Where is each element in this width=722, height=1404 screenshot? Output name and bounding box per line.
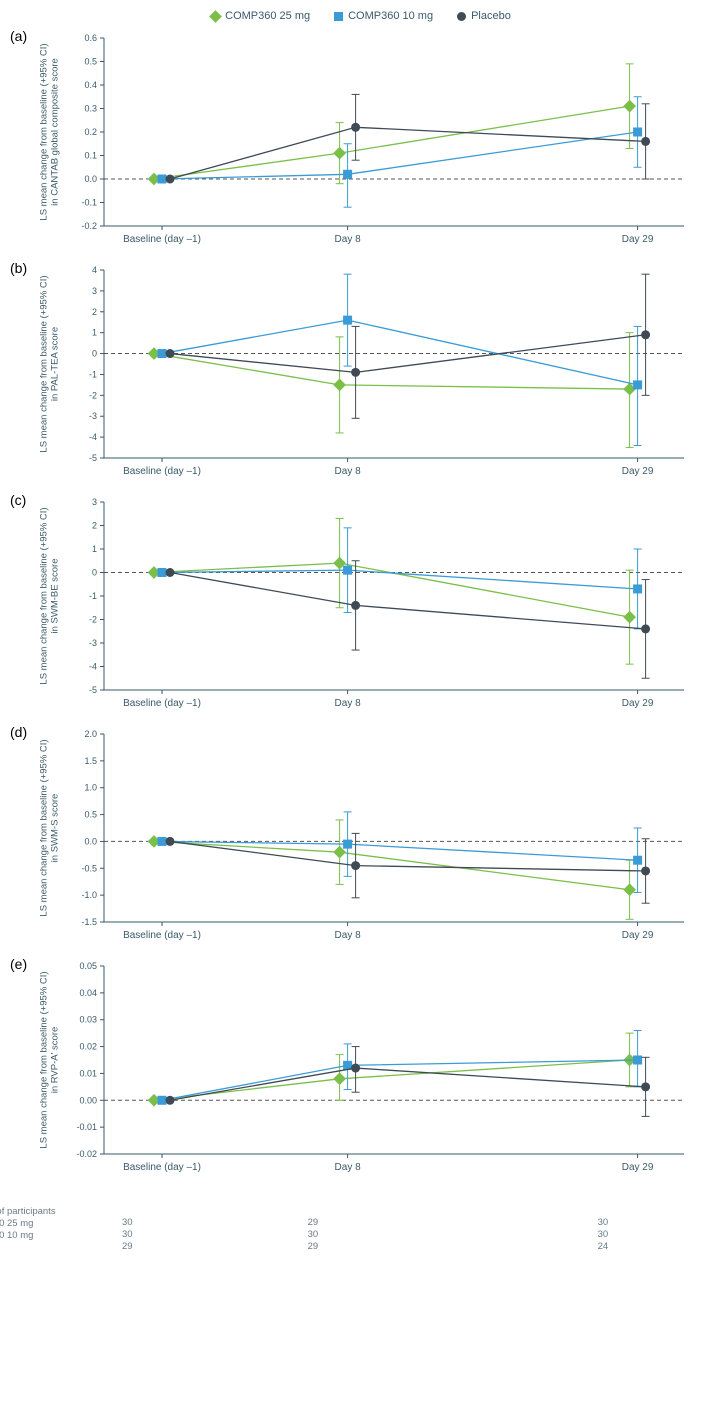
panel-e: (e) -0.02 -0.01 0.00 0.01 0.02 0.03 0.04 0.05 Bas… (10, 954, 712, 1202)
svg-text:-0.01: -0.01 (76, 1122, 97, 1132)
svg-text:Baseline (day –1): Baseline (day –1) (123, 930, 201, 941)
svg-text:-5: -5 (89, 685, 97, 695)
svg-text:2.0: 2.0 (84, 729, 97, 739)
svg-text:0.5: 0.5 (84, 57, 97, 67)
chart-b: -5 -4 -3 -2 -1 0 1 2 3 4 Baseline (day –1) Day 8 Day… (34, 258, 704, 488)
svg-text:0.03: 0.03 (79, 1015, 97, 1025)
legend-item-comp25: COMP360 25 mg (211, 10, 310, 22)
chart-a: -0.2 -0.1 0.0 0.1 0.2 0.3 0.4 0.5 0.6 Baseline (d… (34, 26, 704, 256)
svg-text:Baseline (day –1): Baseline (day –1) (123, 466, 201, 477)
svg-text:1.0: 1.0 (84, 783, 97, 793)
svg-text:LS mean change from baseline (: LS mean change from baseline (+95% CI) (39, 43, 50, 220)
svg-text:Baseline (day –1): Baseline (day –1) (123, 1162, 201, 1173)
legend-label: COMP360 25 mg (225, 10, 310, 22)
panel-a: (a) -0.2 -0.1 0.0 0.1 0.2 0.3 0.4 0.5 0.6 Baseline… (10, 26, 712, 256)
svg-text:Day 8: Day 8 (335, 698, 362, 709)
svg-text:0: 0 (92, 349, 97, 359)
chart-d: -1.5 -1.0 -0.5 0.0 0.5 1.0 1.5 2.0 Baseline (day… (34, 722, 704, 952)
svg-text:in SWM-S score: in SWM-S score (50, 794, 61, 863)
svg-text:LS mean change from baseline (: LS mean change from baseline (+95% CI) (39, 739, 50, 916)
svg-text:-1: -1 (89, 591, 97, 601)
svg-text:2: 2 (92, 521, 97, 531)
svg-text:in SWM-BE score: in SWM-BE score (50, 559, 61, 634)
svg-text:in CANTAB global composite sco: in CANTAB global composite score (50, 58, 61, 206)
svg-text:-2: -2 (89, 615, 97, 625)
svg-text:LS mean change from baseline (: LS mean change from baseline (+95% CI) (39, 275, 50, 452)
svg-text:0.4: 0.4 (84, 80, 97, 90)
svg-text:0.2: 0.2 (84, 127, 97, 137)
svg-text:0.0: 0.0 (84, 174, 97, 184)
svg-text:-3: -3 (89, 638, 97, 648)
svg-text:1: 1 (92, 328, 97, 338)
svg-text:4: 4 (92, 265, 97, 275)
legend-label: COMP360 10 mg (348, 10, 433, 22)
comp25-marker-icon (209, 10, 222, 23)
svg-text:-0.1: -0.1 (81, 198, 97, 208)
panel-label: (e) (10, 954, 34, 972)
legend-item-placebo: Placebo (457, 10, 511, 22)
svg-text:2: 2 (92, 307, 97, 317)
svg-text:0.04: 0.04 (79, 988, 97, 998)
svg-text:-4: -4 (89, 662, 97, 672)
svg-text:-0.2: -0.2 (81, 221, 97, 231)
participants-table: Number of participantsCOMP360 25 mg30293… (34, 1206, 712, 1253)
svg-text:-1.0: -1.0 (81, 890, 97, 900)
svg-text:0.02: 0.02 (79, 1042, 97, 1052)
svg-text:Baseline (day –1): Baseline (day –1) (123, 234, 201, 245)
panel-b: (b) -5 -4 -3 -2 -1 0 1 2 3 4 Baseline (day –1) Day 8… (10, 258, 712, 488)
comp10-marker-icon (334, 12, 343, 21)
svg-text:Day 29: Day 29 (622, 234, 654, 245)
svg-text:Day 29: Day 29 (622, 930, 654, 941)
svg-text:-2: -2 (89, 390, 97, 400)
svg-text:0.05: 0.05 (79, 961, 97, 971)
svg-text:in PAL-TEA score: in PAL-TEA score (50, 327, 61, 401)
svg-text:Day 8: Day 8 (335, 930, 362, 941)
svg-text:-1: -1 (89, 369, 97, 379)
svg-text:0: 0 (92, 568, 97, 578)
chart-c: -5 -4 -3 -2 -1 0 1 2 3 Baseline (day –1) Day 8 Day … (34, 490, 704, 720)
svg-text:in RVP-A' score: in RVP-A' score (50, 1027, 61, 1094)
panel-label: (b) (10, 258, 34, 276)
panel-c: (c) -5 -4 -3 -2 -1 0 1 2 3 Baseline (day –1) Day 8 D… (10, 490, 712, 720)
svg-text:0.3: 0.3 (84, 104, 97, 114)
svg-text:0.1: 0.1 (84, 151, 97, 161)
legend: COMP360 25 mg COMP360 10 mg Placebo (10, 10, 712, 22)
svg-text:-4: -4 (89, 432, 97, 442)
panel-d: (d) -1.5 -1.0 -0.5 0.0 0.5 1.0 1.5 2.0 Baseline (… (10, 722, 712, 952)
panel-label: (c) (10, 490, 34, 508)
svg-text:Day 8: Day 8 (335, 1162, 362, 1173)
svg-text:0.01: 0.01 (79, 1068, 97, 1078)
svg-text:Day 29: Day 29 (622, 698, 654, 709)
svg-text:0.5: 0.5 (84, 810, 97, 820)
svg-text:1.5: 1.5 (84, 756, 97, 766)
svg-text:Baseline (day –1): Baseline (day –1) (123, 698, 201, 709)
panel-label: (a) (10, 26, 34, 44)
svg-text:Day 29: Day 29 (622, 466, 654, 477)
svg-text:-5: -5 (89, 453, 97, 463)
svg-text:Day 29: Day 29 (622, 1162, 654, 1173)
legend-item-comp10: COMP360 10 mg (334, 10, 433, 22)
svg-text:-0.5: -0.5 (81, 863, 97, 873)
svg-text:0.0: 0.0 (84, 836, 97, 846)
placebo-marker-icon (457, 12, 466, 21)
svg-text:1: 1 (92, 544, 97, 554)
svg-text:Day 8: Day 8 (335, 234, 362, 245)
legend-label: Placebo (471, 10, 511, 22)
svg-text:-1.5: -1.5 (81, 917, 97, 927)
svg-text:LS mean change from baseline (: LS mean change from baseline (+95% CI) (39, 971, 50, 1148)
panel-label: (d) (10, 722, 34, 740)
svg-text:-0.02: -0.02 (76, 1149, 97, 1159)
svg-text:0.6: 0.6 (84, 33, 97, 43)
svg-text:Day 8: Day 8 (335, 466, 362, 477)
chart-e: -0.02 -0.01 0.00 0.01 0.02 0.03 0.04 0.05 Baseli… (34, 954, 704, 1202)
svg-text:LS mean change from baseline (: LS mean change from baseline (+95% CI) (39, 507, 50, 684)
svg-text:3: 3 (92, 286, 97, 296)
svg-text:0.00: 0.00 (79, 1095, 97, 1105)
svg-text:-3: -3 (89, 411, 97, 421)
svg-text:3: 3 (92, 497, 97, 507)
